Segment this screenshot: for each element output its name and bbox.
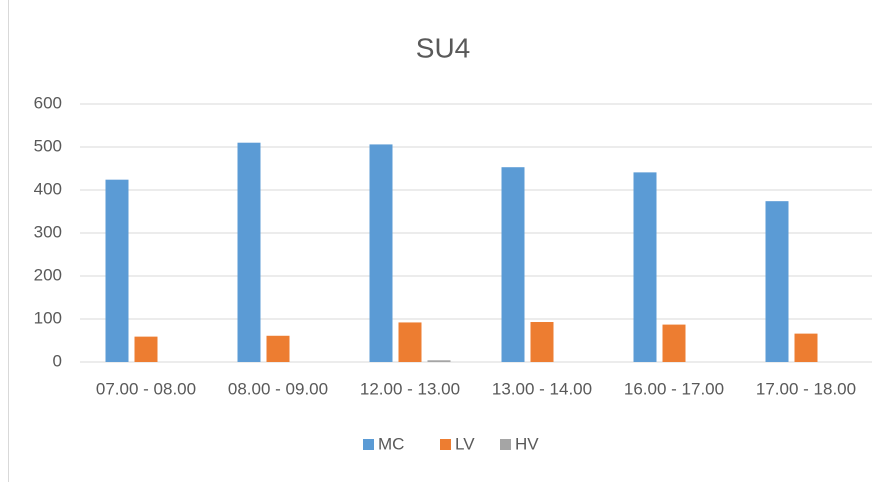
- legend-swatch: [363, 439, 374, 450]
- bar: [530, 322, 554, 362]
- bar: [427, 360, 451, 362]
- bar: [765, 201, 789, 362]
- bar: [633, 172, 657, 362]
- bar: [237, 142, 261, 362]
- y-tick-label: 500: [34, 136, 62, 155]
- y-tick-label: 600: [34, 93, 62, 112]
- x-tick-label: 08.00 - 09.00: [228, 379, 328, 398]
- bar: [794, 333, 818, 362]
- y-tick-label: 100: [34, 308, 62, 327]
- y-tick-label: 0: [53, 351, 62, 370]
- y-tick-label: 300: [34, 222, 62, 241]
- chart-title: SU4: [416, 32, 470, 63]
- legend-swatch: [440, 439, 451, 450]
- legend-label: MC: [378, 434, 404, 453]
- legend-label: LV: [455, 434, 475, 453]
- x-tick-label: 12.00 - 13.00: [360, 379, 460, 398]
- x-tick-label: 13.00 - 14.00: [492, 379, 592, 398]
- x-tick-label: 16.00 - 17.00: [624, 379, 724, 398]
- bar: [662, 324, 686, 362]
- bar: [369, 144, 393, 362]
- bar: [501, 167, 525, 362]
- bar: [105, 179, 129, 362]
- bar: [398, 322, 422, 362]
- x-tick-label: 17.00 - 18.00: [756, 379, 856, 398]
- y-tick-label: 400: [34, 179, 62, 198]
- y-tick-label: 200: [34, 265, 62, 284]
- legend-label: HV: [515, 434, 539, 453]
- chart-border: [8, 0, 886, 482]
- legend-swatch: [500, 439, 511, 450]
- bar: [266, 335, 290, 362]
- x-tick-label: 07.00 - 08.00: [96, 379, 196, 398]
- bar: [134, 336, 158, 362]
